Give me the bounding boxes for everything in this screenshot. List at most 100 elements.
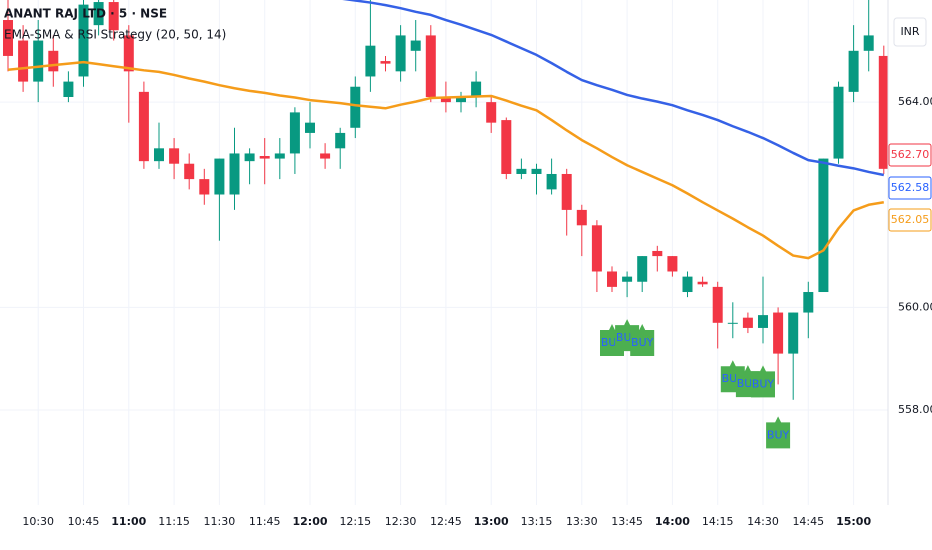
candle-body	[154, 148, 164, 162]
candle-body	[274, 153, 285, 159]
candle-body	[727, 322, 738, 324]
signal-marker	[766, 416, 791, 449]
candle-body	[33, 40, 44, 82]
x-tick-label: 15:00	[836, 515, 871, 528]
candle-body	[773, 312, 784, 354]
candle-body	[244, 153, 255, 162]
x-tick-label: 14:00	[655, 515, 690, 528]
price-tag-label: 562.70	[891, 148, 930, 161]
candle-body	[803, 292, 814, 313]
candle-body	[335, 132, 346, 149]
x-tick-label: 12:30	[385, 515, 417, 528]
candle-body	[123, 35, 134, 72]
x-tick-label: 14:15	[702, 515, 734, 528]
price-tag-label: 562.58	[891, 181, 930, 194]
candle-body	[712, 286, 723, 323]
candle-body	[486, 102, 497, 123]
candle-body	[501, 120, 512, 174]
x-tick-label: 12:45	[430, 515, 462, 528]
candle-body	[833, 86, 844, 159]
x-tick-label: 11:00	[111, 515, 146, 528]
plot-area	[3, 0, 888, 400]
x-tick-label: 14:30	[747, 515, 779, 528]
candle-body	[622, 276, 633, 282]
candle-body	[425, 35, 436, 97]
candle-body	[471, 81, 482, 97]
y-tick-label: 558.00	[898, 403, 932, 416]
candle-body	[365, 45, 376, 77]
candle-body	[48, 50, 59, 72]
candle-body	[199, 179, 210, 195]
x-tick-label: 10:45	[68, 515, 100, 528]
indicator-name: EMA-SMA & RSI Strategy (20, 50, 14)	[4, 28, 226, 42]
candle-body	[305, 122, 315, 133]
candle-body	[758, 315, 768, 328]
x-tick-label: 10:30	[22, 515, 54, 528]
candle-body	[138, 91, 149, 162]
chart-title: ANANT RAJ LTD · 5 · NSE	[4, 7, 167, 21]
x-tick-label: 13:15	[521, 515, 553, 528]
candle-body	[546, 173, 557, 190]
candle-body	[848, 50, 859, 92]
x-tick-label: 13:30	[566, 515, 598, 528]
candle-body	[259, 156, 270, 159]
candle-body	[410, 40, 421, 51]
price-tag	[888, 176, 932, 200]
x-tick-label: 14:45	[792, 515, 824, 528]
candle-body	[229, 153, 240, 195]
x-tick-label: 13:45	[611, 515, 643, 528]
candle-body	[395, 35, 406, 72]
x-tick-label: 13:00	[474, 515, 509, 528]
currency-box[interactable]	[893, 17, 927, 47]
candle-body	[652, 250, 663, 257]
candle-body	[788, 312, 799, 354]
candle-body	[697, 281, 708, 285]
price-tag	[888, 208, 932, 232]
candle-body	[531, 168, 542, 174]
candle-body	[18, 40, 29, 82]
candle-body	[380, 61, 391, 64]
moving-average-line	[342, 0, 885, 177]
candle-body	[214, 158, 225, 195]
candle-body	[878, 55, 888, 169]
candle-body	[108, 2, 119, 31]
x-tick-label: 12:00	[292, 515, 327, 528]
candle-body	[289, 112, 300, 154]
price-tag	[888, 143, 932, 167]
candle-body	[78, 4, 89, 77]
x-tick-label: 11:45	[249, 515, 281, 528]
currency: INR	[900, 25, 919, 38]
candle-body	[667, 256, 678, 272]
candle-body	[591, 225, 602, 272]
candle-body	[93, 2, 104, 26]
signal-marker	[751, 365, 775, 398]
axes: 558.00 560.00 564.00 10:30 10:45 11:00 11:15 11…	[22, 95, 932, 528]
candle-body	[440, 96, 451, 103]
candle-body	[818, 158, 829, 293]
moving-average-line	[7, 60, 885, 260]
signal-marker	[630, 324, 655, 357]
candle-body	[63, 81, 74, 97]
x-tick-label: 11:30	[204, 515, 236, 528]
y-tick-label: 564.00	[898, 95, 932, 108]
candle-body	[350, 86, 361, 128]
candle-body	[607, 271, 617, 287]
candle-body	[320, 153, 331, 159]
candle-body	[863, 35, 874, 51]
y-tick-label: 560.00	[898, 300, 932, 313]
candle-body	[3, 20, 13, 56]
candle-body	[742, 317, 753, 328]
candle-body	[576, 209, 587, 226]
signal-label: BUY	[752, 377, 775, 390]
candle-body	[637, 256, 648, 282]
candle-body	[682, 276, 693, 293]
candle-body	[456, 96, 466, 103]
candle-body	[169, 148, 180, 164]
candle-body	[561, 173, 572, 210]
x-tick-label: 12:15	[339, 515, 371, 528]
signal-label: BUY	[631, 336, 654, 349]
x-tick-label: 11:15	[158, 515, 190, 528]
signal-label: BUY	[767, 428, 790, 441]
